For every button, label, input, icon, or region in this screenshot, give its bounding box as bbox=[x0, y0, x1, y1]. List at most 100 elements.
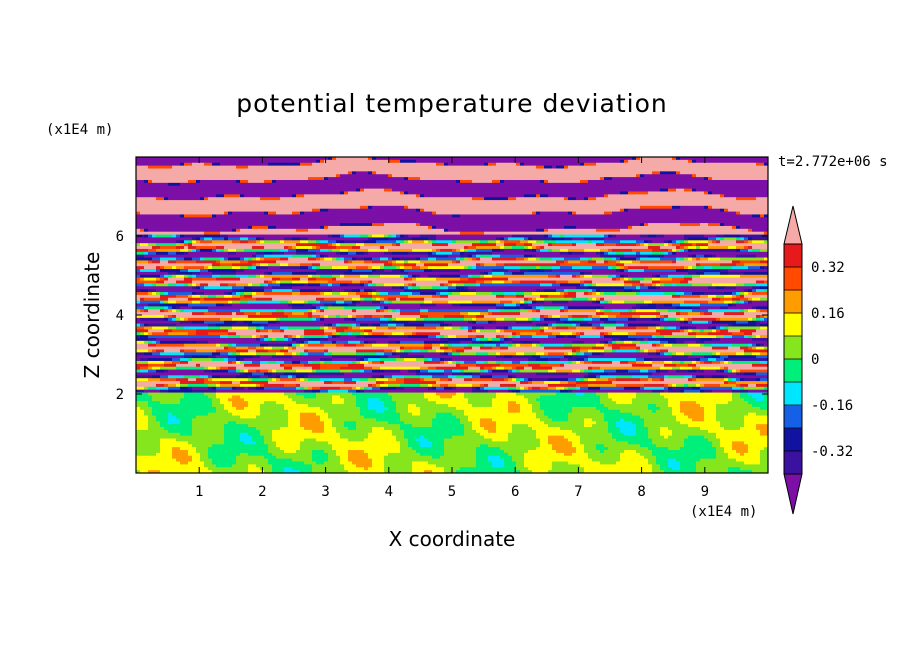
contour-cell bbox=[548, 415, 569, 420]
contour-cell bbox=[536, 372, 569, 376]
contour-cell bbox=[532, 409, 545, 414]
contour-cell bbox=[632, 340, 641, 345]
contour-cell bbox=[656, 283, 661, 287]
contour-cell bbox=[704, 375, 713, 379]
contour-cell bbox=[160, 246, 177, 250]
contour-cell bbox=[208, 450, 269, 454]
contour-cell bbox=[444, 386, 453, 391]
contour-cell bbox=[636, 392, 661, 397]
contour-cell bbox=[640, 157, 673, 161]
contour-cell bbox=[344, 372, 417, 376]
contour-cell bbox=[696, 243, 709, 247]
contour-cell bbox=[428, 335, 437, 339]
contour-cell bbox=[616, 269, 621, 273]
contour-cell bbox=[144, 326, 153, 330]
contour-cell bbox=[168, 300, 177, 305]
contour-cell bbox=[228, 211, 233, 216]
contour-cell bbox=[572, 389, 653, 394]
contour-cell bbox=[348, 326, 353, 330]
contour-cell bbox=[744, 372, 757, 376]
contour-cell bbox=[516, 378, 521, 382]
contour-cell bbox=[480, 340, 497, 345]
contour-cell bbox=[484, 271, 489, 276]
contour-cell bbox=[332, 323, 337, 328]
contour-cell bbox=[564, 343, 573, 348]
contour-cell bbox=[136, 343, 149, 348]
colorbar-label: 0.16 bbox=[811, 306, 845, 322]
contour-cell bbox=[712, 191, 768, 195]
contour-cell bbox=[492, 346, 501, 351]
contour-cell bbox=[532, 300, 537, 305]
contour-cell bbox=[240, 294, 245, 299]
contour-cell bbox=[552, 248, 561, 253]
contour-cell bbox=[512, 366, 517, 371]
contour-cell bbox=[320, 415, 329, 420]
contour-cell bbox=[412, 461, 429, 465]
contour-cell bbox=[480, 386, 485, 391]
contour-cell bbox=[756, 424, 768, 428]
contour-cell bbox=[320, 300, 337, 305]
contour-cell bbox=[412, 283, 417, 287]
contour-cell bbox=[360, 406, 369, 411]
contour-cell bbox=[176, 257, 185, 262]
contour-cell bbox=[628, 323, 657, 328]
contour-cell bbox=[676, 248, 681, 253]
contour-cell bbox=[572, 297, 589, 302]
contour-cell bbox=[620, 208, 625, 213]
contour-cell bbox=[388, 421, 405, 425]
contour-cell bbox=[764, 398, 768, 402]
contour-cell bbox=[720, 352, 737, 356]
contour-cell bbox=[660, 171, 677, 175]
contour-cell bbox=[428, 398, 469, 402]
contour-cell bbox=[316, 269, 349, 273]
contour-cell bbox=[416, 274, 421, 279]
contour-cell bbox=[272, 297, 317, 302]
contour-cell bbox=[284, 470, 301, 473]
contour-cell bbox=[232, 263, 253, 267]
contour-cell bbox=[492, 398, 529, 402]
contour-cell bbox=[568, 326, 577, 330]
contour-cell bbox=[140, 335, 149, 339]
contour-cell bbox=[384, 427, 401, 431]
contour-cell bbox=[760, 323, 768, 328]
contour-cell bbox=[736, 383, 741, 388]
contour-cell bbox=[148, 248, 157, 253]
contour-cell bbox=[672, 366, 681, 371]
contour-cell bbox=[224, 432, 241, 437]
contour-cell bbox=[232, 266, 241, 270]
contour-cell bbox=[680, 246, 685, 250]
contour-cell bbox=[356, 421, 389, 425]
contour-cell bbox=[208, 386, 213, 391]
contour-cell bbox=[584, 470, 653, 473]
contour-cell bbox=[244, 286, 253, 290]
contour-cell bbox=[532, 309, 537, 313]
contour-cell bbox=[752, 246, 768, 250]
contour-cell bbox=[544, 329, 657, 333]
contour-cell bbox=[436, 251, 453, 256]
contour-cell bbox=[716, 294, 725, 299]
contour-cell bbox=[636, 174, 641, 178]
contour-cell bbox=[700, 366, 721, 371]
contour-cell bbox=[588, 289, 593, 293]
contour-cell bbox=[740, 274, 768, 279]
contour-cell bbox=[476, 248, 493, 253]
contour-cell bbox=[228, 329, 257, 333]
contour-cell bbox=[604, 332, 609, 336]
contour-cell bbox=[372, 269, 377, 273]
contour-cell bbox=[288, 335, 293, 339]
contour-cell bbox=[276, 375, 281, 379]
contour-cell bbox=[508, 346, 545, 351]
contour-cell bbox=[552, 366, 589, 371]
contour-cell bbox=[184, 343, 217, 348]
contour-cell bbox=[608, 427, 621, 431]
contour-cell bbox=[608, 421, 617, 425]
contour-cell bbox=[232, 464, 249, 468]
contour-cell bbox=[532, 386, 541, 391]
contour-cell bbox=[552, 234, 561, 239]
contour-cell bbox=[624, 269, 629, 273]
contour-cell bbox=[588, 197, 597, 201]
contour-cell bbox=[448, 286, 457, 290]
contour-cell bbox=[388, 452, 421, 457]
contour-cell bbox=[764, 395, 768, 399]
y-axis: 246 bbox=[116, 229, 768, 403]
